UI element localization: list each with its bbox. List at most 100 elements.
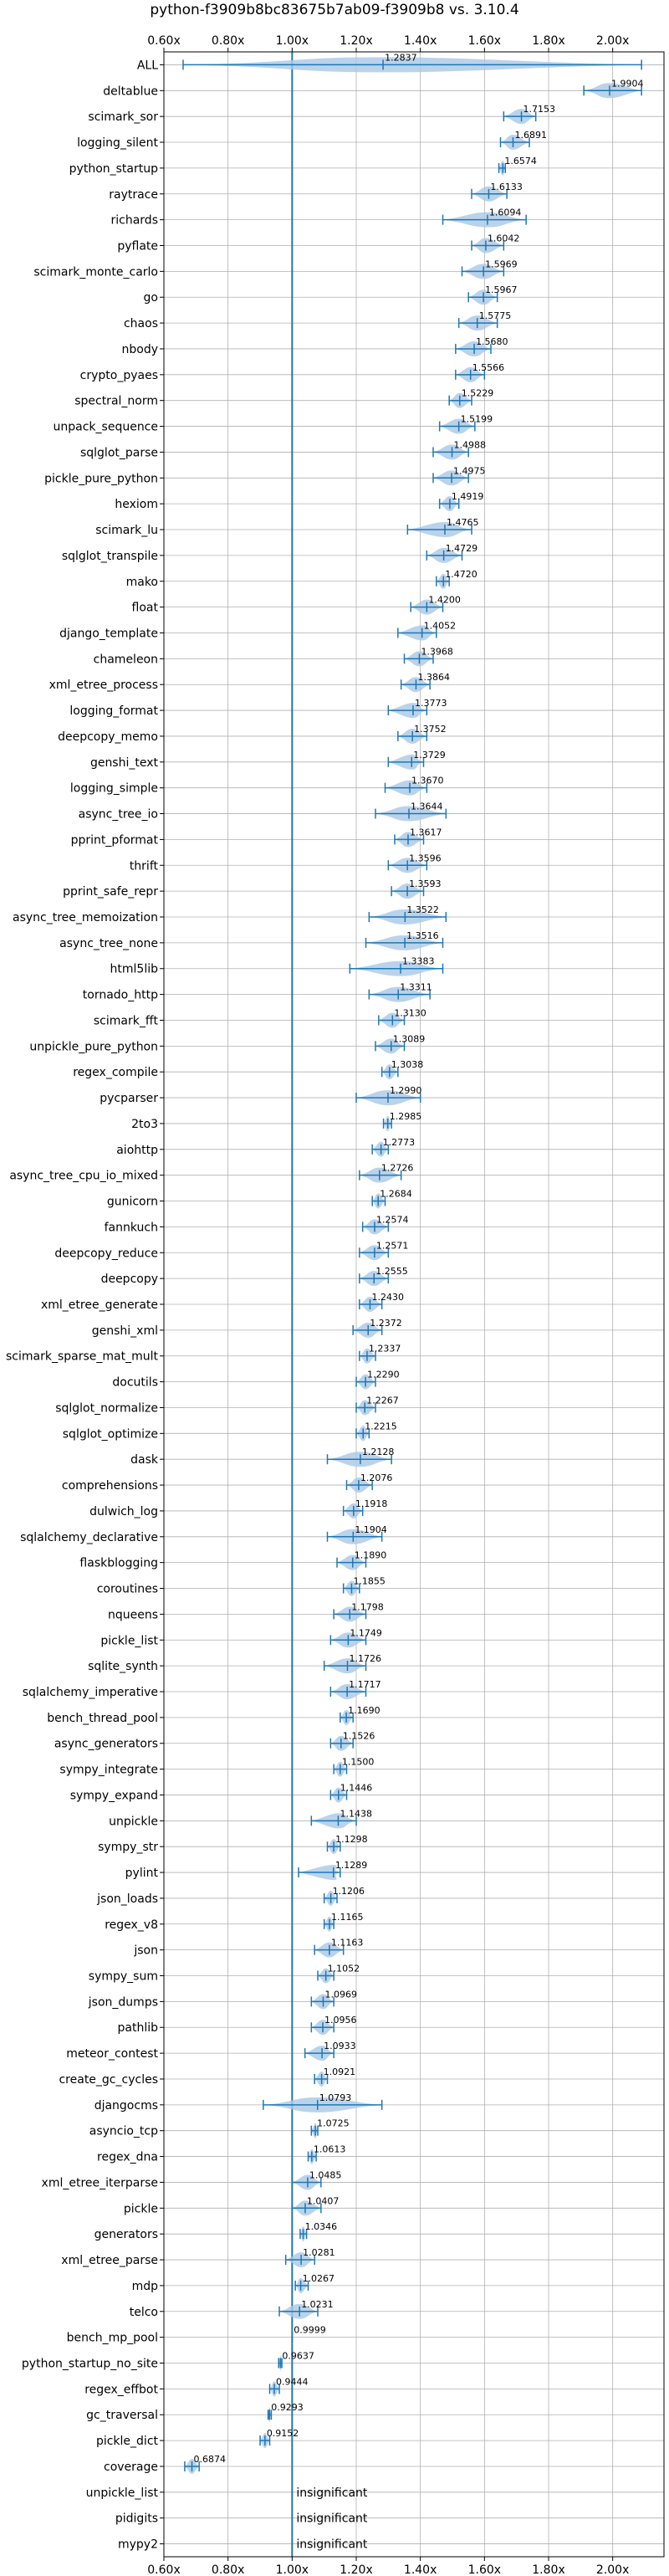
tick-label-bottom: 1.00x [276,2563,309,2576]
category-label: sqlglot_parse [80,446,158,459]
category-label: sqlalchemy_declarative [20,1531,158,1544]
category-label: regex_effbot [84,2383,158,2396]
category-label: scimark_lu [95,524,158,537]
category-label: django_template [59,627,158,640]
value-label: 1.1206 [333,1886,365,1897]
benchmark-row: 1.2684 gunicorn [107,1189,412,1209]
value-label: 1.3089 [393,1033,426,1044]
value-label: 1.6891 [514,130,547,141]
value-label: 1.5229 [462,388,494,399]
benchmark-row: 1.2290 docutils [112,1370,400,1390]
value-label: 0.9637 [282,2351,314,2362]
value-label: 1.1052 [328,1964,360,1974]
value-label: 1.0725 [317,2118,350,2129]
category-label: richards [111,214,159,228]
benchmark-row: 1.5969 scimark_monte_carlo [33,259,518,279]
category-label: djangocms [94,2099,158,2113]
benchmark-row: 1.7153 scimark_sor [88,104,555,125]
tick-label-bottom: 0.60x [147,2563,180,2576]
value-label: 0.6874 [194,2454,227,2465]
benchmark-row: 1.2990 pycparser [100,1085,421,1106]
benchmark-row: 1.0969 json_dumps [88,1989,357,2010]
category-label: sqlite_synth [88,1660,158,1673]
value-label: 1.1855 [353,1576,386,1587]
category-label: pickle_list [100,1634,158,1647]
tick-label-bottom: 2.00x [596,2563,629,2576]
benchmark-row: 1.4765 scimark_lu [95,517,478,538]
benchmark-row: 1.1206 json_loads [96,1886,365,1906]
benchmark-row: 1.5967 go [144,284,518,305]
insignificant-label: insignificant [296,2512,368,2526]
benchmark-row: 1.3311 tornado_http [83,982,432,1002]
category-label: chameleon [94,653,158,666]
tick-label-top: 1.00x [276,34,309,48]
tick-label-top: 0.80x [212,34,244,48]
value-label: 1.1749 [350,1627,382,1638]
value-label: 1.1918 [355,1498,388,1509]
benchmark-row: 1.0346 generators [94,2221,337,2242]
value-label: 1.1890 [355,1550,387,1561]
category-label: deepcopy [101,1273,158,1286]
category-label: python_startup [69,162,158,176]
benchmark-row: 1.0281 xml_etree_parse [61,2247,335,2268]
category-label: genshi_xml [92,1324,158,1338]
category-label: sqlglot_transpile [62,550,158,563]
tick-label-top: 1.40x [404,34,437,48]
value-label: 0.9999 [294,2325,326,2336]
value-label: 1.1438 [340,1808,372,1819]
category-label: scimark_sparse_mat_mult [6,1350,158,1364]
category-label: nbody [122,343,159,356]
value-label: 1.5680 [476,336,508,347]
value-label: 1.2290 [367,1370,400,1380]
category-label: pylint [125,1867,159,1880]
benchmark-row: 1.9904 deltablue [103,78,643,99]
value-label: 1.3729 [413,750,446,761]
value-label: 1.3670 [411,776,444,786]
category-label: scimark_monte_carlo [33,265,158,279]
tick-label-bottom: 1.80x [532,2563,564,2576]
category-label: coverage [104,2461,158,2474]
tick-label-top: 2.00x [596,34,629,48]
benchmark-row: 1.2985 2to3 [131,1111,421,1131]
value-label: 1.4729 [446,543,478,554]
category-label: spectral_norm [74,395,158,408]
benchmark-row: 1.5566 crypto_pyaes [80,362,505,382]
tick-label-bottom: 1.60x [468,2563,501,2576]
value-label: 1.3311 [400,982,432,993]
value-label: 1.2985 [390,1111,422,1122]
value-label: 1.1163 [331,1938,364,1949]
category-label: deepcopy_reduce [54,1247,158,1260]
benchmark-row: 1.1500 sympy_integrate [59,1757,374,1777]
category-label: regex_compile [73,1066,158,1079]
benchmark-row: 1.4720 mako [126,569,477,589]
tick-label-top: 1.60x [468,34,501,48]
chart-title: python-f3909b8bc83675b7ab09-f3909b8 vs. … [150,2,518,18]
category-label: sympy_str [98,1841,158,1854]
category-label: gunicorn [107,1196,158,1209]
value-label: 1.6094 [489,207,522,218]
value-label: 1.5566 [472,362,505,373]
benchmark-row: 1.3864 xml_etree_process [49,672,450,693]
value-label: 1.0969 [324,1989,357,2000]
benchmark-row: 1.1052 sympy_sum [89,1964,360,1984]
value-label: 1.2773 [383,1137,416,1148]
category-label: json [133,1944,158,1958]
value-label: 1.2726 [381,1163,414,1174]
benchmark-row: 1.1855 coroutines [97,1576,386,1596]
category-label: html5lib [110,963,159,976]
benchmark-row: 1.0956 pathlib [118,2015,356,2036]
value-label: 1.6133 [490,182,523,192]
benchmark-row: 1.2372 genshi_xml [92,1318,402,1338]
benchmark-row: 1.1446 sympy_expand [70,1782,372,1803]
value-label: 0.9293 [271,2402,304,2413]
value-label: 1.6042 [488,233,520,243]
benchmark-row: 1.5199 unpack_sequence [54,414,493,434]
category-label: telco [130,2306,158,2319]
benchmark-row: 1.2773 aiohttp [116,1137,415,1157]
grid-lines [163,52,664,2557]
value-label: 1.3644 [411,801,443,812]
category-label: docutils [112,1376,158,1390]
value-label: 1.3522 [406,904,439,915]
category-label: xml_etree_process [49,679,158,692]
category-label: json_dumps [88,1995,158,2009]
